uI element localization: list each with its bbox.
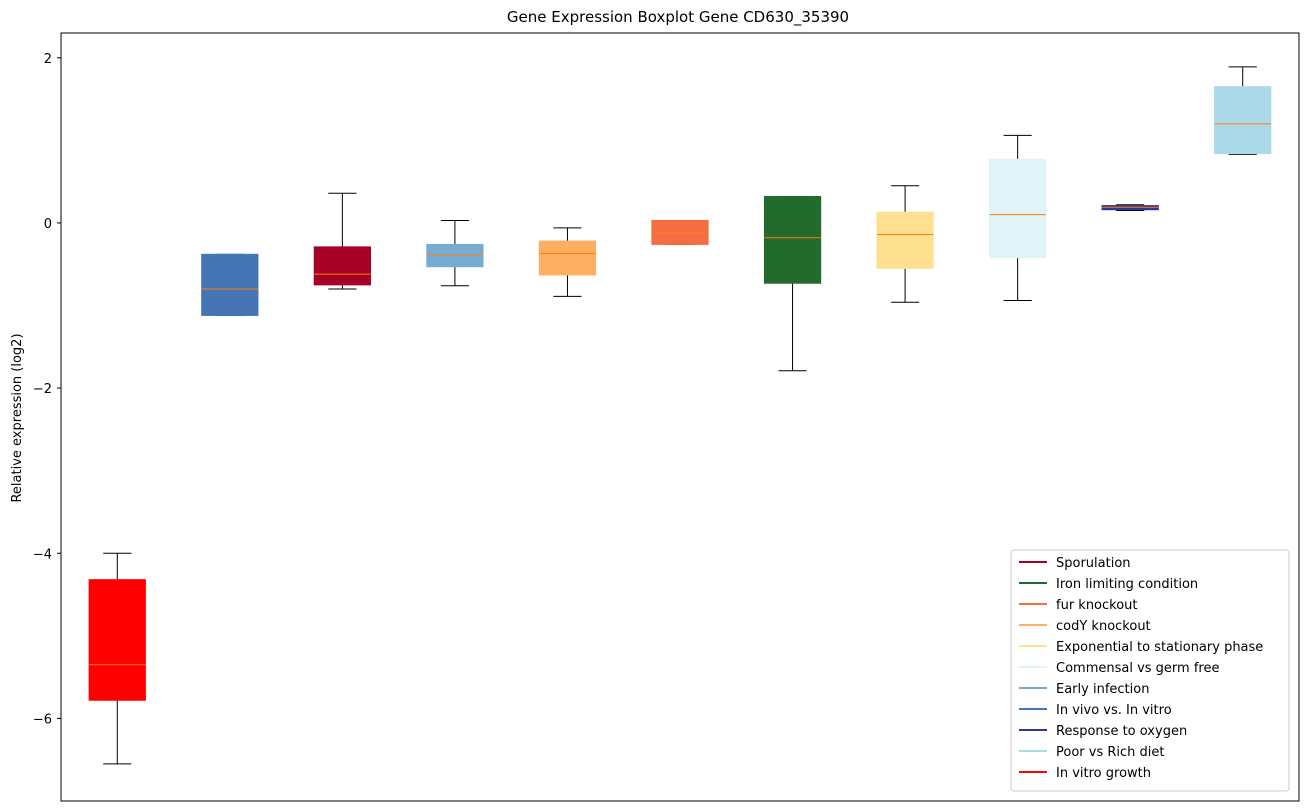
legend-label: Exponential to stationary phase xyxy=(1056,640,1263,655)
legend: Sporulation Iron limiting condition fur kn… xyxy=(1010,549,1290,792)
box-group xyxy=(651,219,709,245)
legend-label: Response to oxygen xyxy=(1056,724,1187,739)
box-body xyxy=(763,196,822,284)
legend-label: In vivo vs. In vitro xyxy=(1056,703,1172,718)
legend-frame xyxy=(1010,549,1290,792)
box-body xyxy=(88,579,146,701)
y-tick-label: 2 xyxy=(44,52,52,67)
y-tick-label: −6 xyxy=(33,712,52,727)
legend-label: In vitro growth xyxy=(1056,766,1151,781)
box-body xyxy=(538,240,597,276)
box-body xyxy=(876,211,934,269)
box-body xyxy=(1214,86,1272,155)
legend-label: fur knockout xyxy=(1056,598,1138,613)
legend-label: Early infection xyxy=(1056,682,1149,697)
box-body xyxy=(313,246,371,286)
box-group xyxy=(538,227,597,297)
y-axis-label: Relative expression (log2) xyxy=(10,333,25,502)
box-group xyxy=(313,192,371,290)
legend-label: Poor vs Rich diet xyxy=(1056,745,1164,760)
plot-frame xyxy=(60,32,1300,802)
box-group xyxy=(989,134,1047,302)
box-group xyxy=(201,253,259,316)
y-tick-label: 0 xyxy=(44,217,52,232)
chart-title: Gene Expression Boxplot Gene CD630_35390 xyxy=(507,8,849,27)
box-group xyxy=(763,196,822,372)
y-axis-ticks: 2 0 −2 −4 −6 xyxy=(33,52,61,727)
legend-label: Commensal vs germ free xyxy=(1056,661,1219,676)
legend-label: Iron limiting condition xyxy=(1056,577,1198,592)
box-group xyxy=(88,552,146,765)
box-group xyxy=(1101,204,1159,212)
box-group xyxy=(876,185,934,303)
y-tick-label: −4 xyxy=(33,547,52,562)
boxes-layer xyxy=(88,66,1272,765)
box-body xyxy=(989,158,1047,259)
box-body xyxy=(201,253,259,316)
legend-label: codY knockout xyxy=(1056,619,1151,634)
legend-label: Sporulation xyxy=(1056,556,1131,571)
y-tick-label: −2 xyxy=(33,382,52,397)
box-group xyxy=(1214,66,1272,155)
box-group xyxy=(426,219,484,287)
